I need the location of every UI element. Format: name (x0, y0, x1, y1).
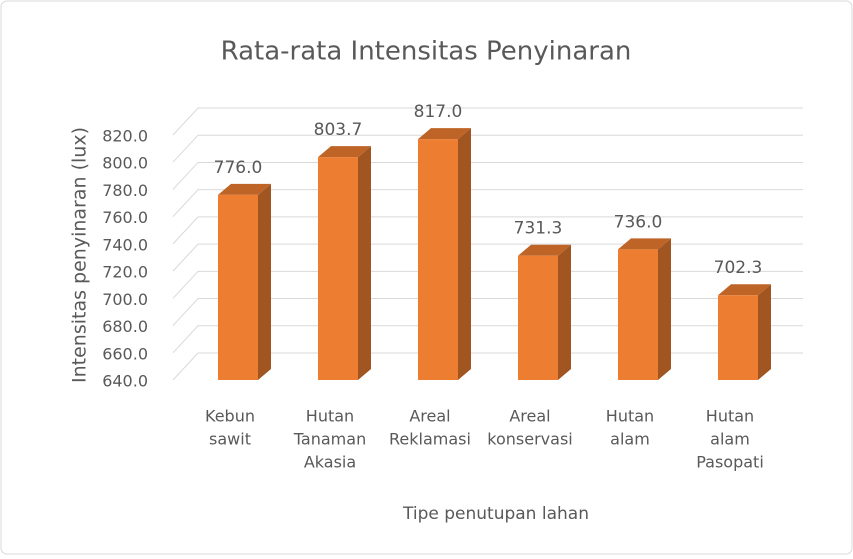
bar-top (718, 284, 771, 296)
x-tick-label: Tanaman (293, 430, 366, 449)
bar-top (618, 238, 671, 250)
x-tick-label: Reklamasi (389, 430, 471, 449)
y-tick-label: 700.0 (102, 290, 148, 309)
bar-side (658, 238, 671, 380)
grid-line (172, 189, 803, 218)
x-tick-label: Hutan (606, 407, 654, 426)
grid-line (172, 107, 803, 136)
x-tick-label: Pasopati (696, 453, 764, 472)
grid-line (172, 161, 803, 190)
grid-line (172, 325, 803, 354)
x-tick-label: Hutan (706, 407, 754, 426)
grid-line (172, 216, 803, 245)
bar-front (418, 139, 458, 380)
data-label: 817.0 (414, 102, 463, 122)
bar-side (558, 244, 571, 380)
x-tick-label: konservasi (487, 430, 572, 449)
bar (318, 146, 371, 380)
grid-line (172, 134, 803, 163)
bar-side (358, 146, 371, 380)
x-tick-label: alam (710, 430, 750, 449)
bar-side (458, 128, 471, 380)
bar-side (758, 284, 771, 380)
bar (518, 244, 571, 380)
data-label: 731.3 (514, 219, 563, 239)
bar-front (518, 255, 558, 380)
y-tick-label: 780.0 (102, 181, 148, 200)
y-tick-label: 660.0 (102, 344, 148, 363)
y-tick-label: 760.0 (102, 208, 148, 227)
bar-top (318, 146, 371, 158)
bar-side (258, 183, 271, 380)
x-tick-label: alam (610, 430, 650, 449)
data-label: 702.3 (714, 258, 763, 278)
y-tick-label: 640.0 (102, 372, 148, 391)
x-tick-label: Areal (509, 407, 550, 426)
y-tick-label: 740.0 (102, 235, 148, 254)
bar-front (218, 194, 258, 380)
y-tick-label: 680.0 (102, 317, 148, 336)
bar (718, 284, 771, 380)
grid-line (172, 270, 803, 299)
data-label: 803.7 (314, 120, 363, 140)
bar-top (518, 244, 571, 256)
bar (218, 183, 271, 380)
bar (618, 238, 671, 380)
y-axis-title: Intensitas penyinaran (lux) (69, 127, 91, 383)
data-label: 776.0 (214, 158, 263, 178)
bar-top (218, 183, 271, 195)
bar-front (618, 249, 658, 380)
bar-front (318, 157, 358, 380)
grid-line (172, 243, 803, 272)
x-tick-label: Akasia (304, 453, 356, 472)
y-tick-label: 720.0 (102, 263, 148, 282)
data-label: 736.0 (614, 212, 663, 232)
x-tick-label: Areal (409, 407, 450, 426)
bar-top (418, 128, 471, 140)
x-tick-label: Kebun (205, 407, 255, 426)
x-tick-label: sawit (209, 430, 251, 449)
x-axis-title: Tipe penutupan lahan (402, 504, 589, 524)
y-tick-label: 820.0 (102, 127, 148, 146)
x-tick-label: Hutan (306, 407, 354, 426)
y-tick-label: 800.0 (102, 154, 148, 173)
grid-line (172, 352, 803, 381)
bar (418, 128, 471, 380)
grid-line (172, 298, 803, 326)
chart-title: Rata-rata Intensitas Penyinaran (221, 37, 632, 67)
bar-front (718, 295, 758, 380)
